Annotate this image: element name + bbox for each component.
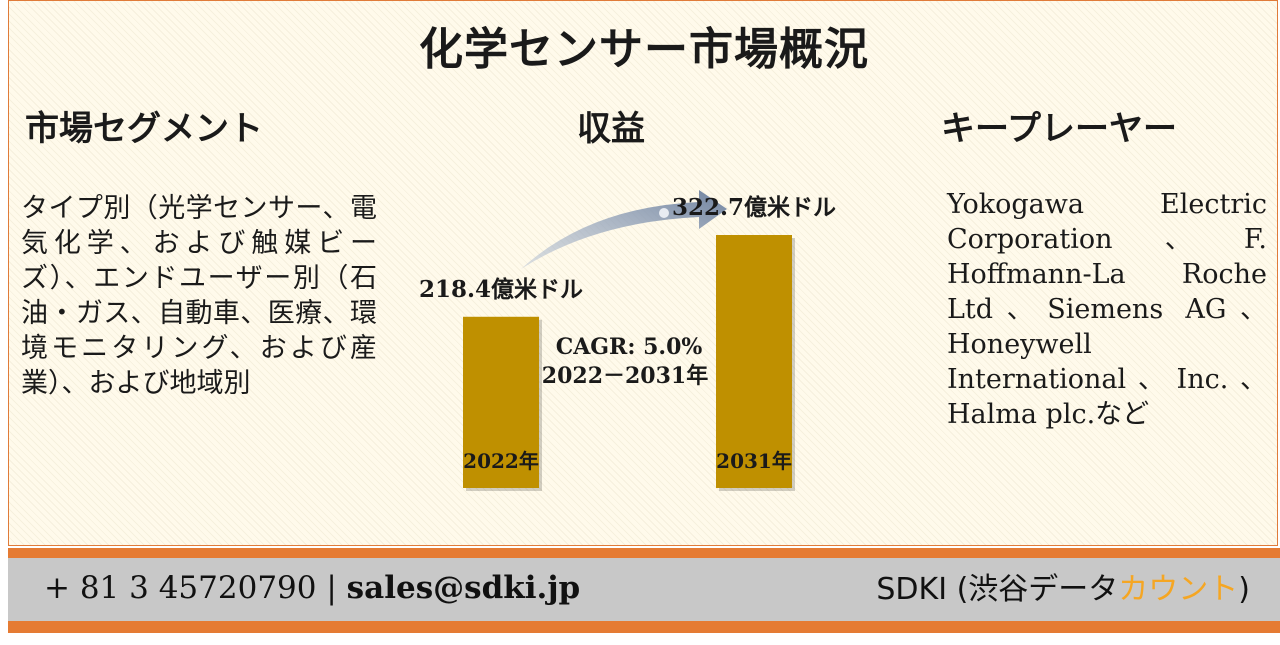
contact-separator: | xyxy=(326,570,337,606)
phone-number[interactable]: + 81 3 45720790 xyxy=(44,570,317,606)
brand-end: ) xyxy=(1238,572,1250,607)
page-title: 化学センサー市場概況 xyxy=(419,24,869,75)
email-link[interactable]: sales@sdki.jp xyxy=(346,570,581,606)
brand-accent: カウント xyxy=(1118,572,1239,607)
category-label-0: 2022年 xyxy=(463,449,539,473)
bar-0 xyxy=(463,316,539,488)
footer-bar: + 81 3 45720790 | sales@sdki.jp SDKI (渋谷… xyxy=(8,558,1280,621)
arrow-highlight-dot xyxy=(659,208,669,218)
bars-group: 2022年 218.4億米ドル 2031年 322.7億米ドル xyxy=(419,194,836,491)
key-players-text: Yokogawa Electric Corporation、F. Hoffman… xyxy=(947,189,1267,430)
key-players-heading: キープレーヤー xyxy=(941,109,1177,149)
value-label-0: 218.4億米ドル xyxy=(419,276,583,303)
infographic-panel: 化学センサー市場概況 市場セグメント 収益 キープレーヤー タイプ別（光学センサ… xyxy=(8,0,1278,546)
cagr-label: CAGR: 5.0% xyxy=(556,334,703,360)
category-label-1: 2031年 xyxy=(716,449,792,473)
contact-info: + 81 3 45720790 | sales@sdki.jp xyxy=(44,570,580,606)
bar-1 xyxy=(716,235,792,488)
cagr-period: 2022－2031年 xyxy=(542,363,708,389)
footer-bottom-stripe xyxy=(8,621,1280,633)
value-label-1: 322.7億米ドル xyxy=(672,194,836,221)
segments-text: タイプ別（光学センサー、電気化学、および触媒ビーズ）、エンドユーザー別（石油・ガ… xyxy=(21,193,377,399)
revenue-heading: 収益 xyxy=(577,109,645,149)
brand-name: SDKI (渋谷データカウント) xyxy=(876,564,1250,608)
footer-top-stripe xyxy=(8,548,1280,558)
growth-arrow xyxy=(521,190,727,269)
brand-main: SDKI (渋谷データ xyxy=(876,572,1119,607)
segments-heading: 市場セグメント xyxy=(25,109,263,149)
